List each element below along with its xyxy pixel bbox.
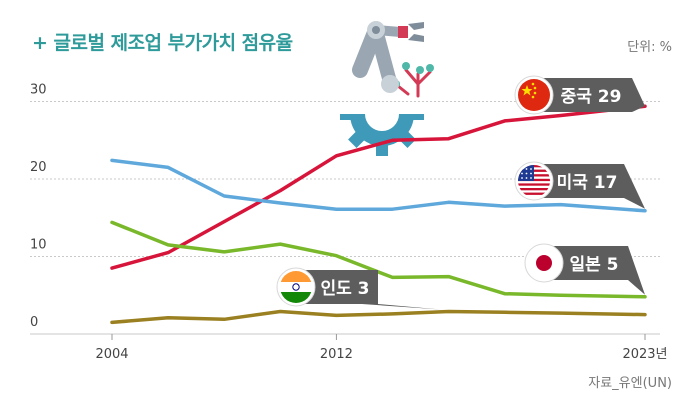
series-label-china: 중국 29 <box>561 87 622 107</box>
callout-pointer <box>624 164 645 209</box>
y-tick-label: 10 <box>30 238 47 253</box>
robot-arm-icon <box>330 21 434 156</box>
source-label: 자료_유엔(UN) <box>588 376 672 391</box>
callout-pointer <box>628 246 645 295</box>
unit-label: 단위: % <box>627 40 672 55</box>
callout-pointer <box>632 78 645 112</box>
series-label-india: 인도 3 <box>320 279 369 299</box>
callout-box <box>538 78 632 112</box>
chart-title: + 글로벌 제조업 부가가치 점유율 <box>32 32 293 54</box>
series-line-usa <box>110 158 647 213</box>
flag-usa-icon <box>514 161 554 201</box>
series-line-india <box>110 309 647 325</box>
series-label-usa: 미국 17 <box>557 173 618 193</box>
series-line-china <box>110 104 647 270</box>
y-tick-label: 30 <box>30 83 47 98</box>
y-tick-label: 20 <box>30 160 47 175</box>
x-tick-label: 2004 <box>95 347 128 362</box>
y-tick-label: 0 <box>30 315 38 330</box>
callout-china: 중국 29 <box>514 75 645 115</box>
flag-india-icon <box>276 267 316 307</box>
flag-china-icon <box>514 75 554 115</box>
series-label-japan: 일본 5 <box>569 255 618 275</box>
flag-japan-icon <box>524 243 564 283</box>
callout-pointer <box>362 304 441 310</box>
callout-usa: 미국 17 <box>514 161 645 209</box>
callout-india: 인도 3 <box>276 267 441 310</box>
x-tick-label: 2023년 <box>622 347 667 362</box>
series-line-japan <box>110 220 647 299</box>
x-tick-label: 2012 <box>320 347 353 362</box>
callout-japan: 일본 5 <box>524 243 645 295</box>
